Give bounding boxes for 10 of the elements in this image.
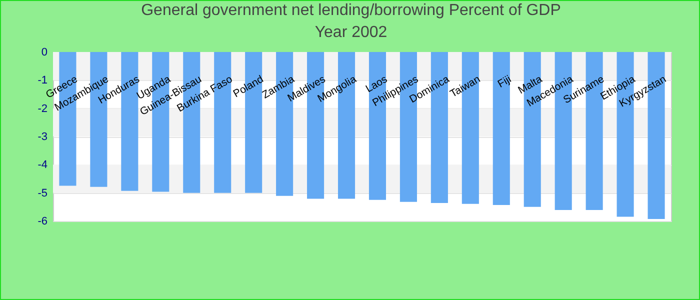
y-tick-label: -3	[38, 131, 48, 143]
y-tick-label: -2	[38, 102, 48, 115]
y-tick-label: -6	[38, 216, 48, 228]
chart-subtitle: Year 2002	[314, 24, 388, 41]
chart-title: General government net lending/borrowing Percent of GDP	[141, 2, 561, 19]
y-tick-label: 0	[41, 46, 48, 58]
y-tick-label: -1	[38, 74, 48, 87]
x-tick-label: Fiji	[496, 73, 514, 90]
y-tick-label: -4	[38, 159, 48, 172]
y-tick-label: -5	[38, 187, 48, 200]
